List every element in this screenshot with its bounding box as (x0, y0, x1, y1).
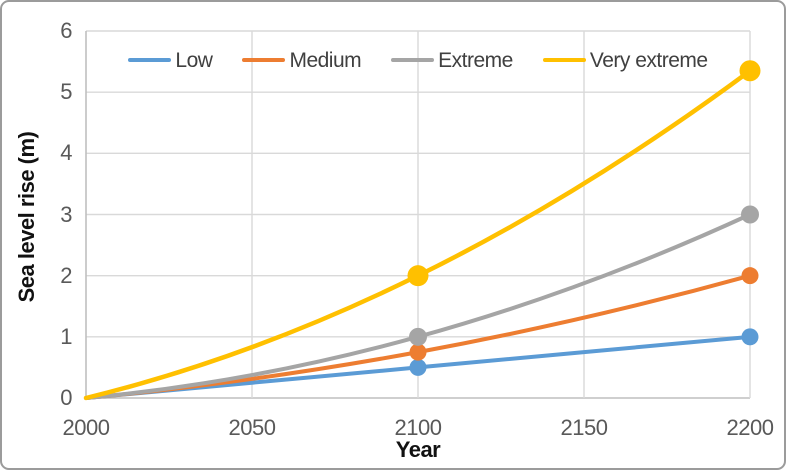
y-tick-label-6: 6 (60, 18, 72, 43)
x-tick-label-2150: 2150 (560, 415, 608, 440)
legend-line-swatch (242, 58, 286, 62)
legend-line-swatch (391, 58, 435, 62)
chart-legend: Low Medium Extreme Very extreme (86, 46, 750, 74)
legend-label: Extreme (438, 48, 513, 72)
legend-item-medium: Medium (242, 48, 362, 72)
legend-item-very-extreme: Very extreme (542, 48, 708, 72)
legend-line-swatch (128, 58, 172, 62)
data-point-marker-very-extreme-2200 (739, 60, 761, 82)
data-point-marker-low-2100 (409, 358, 427, 376)
y-tick-label-3: 3 (60, 201, 72, 227)
y-tick-label-5: 5 (60, 79, 72, 105)
y-axis-title: Sea level rise (m) (14, 131, 39, 303)
data-point-marker-low-2200 (741, 328, 759, 346)
legend-item-low: Low (128, 48, 213, 72)
y-tick-label-1: 1 (60, 323, 72, 349)
data-point-marker-medium-2200 (741, 267, 759, 285)
legend-item-extreme: Extreme (391, 50, 513, 71)
legend-label: Low (175, 48, 213, 72)
data-point-marker-extreme-2200 (741, 205, 759, 224)
data-point-marker-medium-2100 (409, 343, 427, 361)
x-axis-title: Year (395, 437, 441, 462)
y-tick-label-4: 4 (60, 140, 72, 166)
x-tick-label-2100: 2100 (394, 415, 442, 440)
legend-label: Very extreme (589, 48, 708, 72)
y-tick-label-2: 2 (60, 262, 72, 288)
x-tick-label-2050: 2050 (228, 415, 276, 440)
legend-label: Medium (289, 48, 362, 72)
legend-line-swatch (542, 58, 586, 62)
data-point-marker-extreme-2100 (409, 327, 427, 346)
x-tick-label-2200: 2200 (726, 415, 774, 440)
y-tick-label-0: 0 (60, 385, 72, 410)
x-tick-label-2000: 2000 (62, 415, 110, 440)
data-point-marker-very-extreme-2100 (407, 265, 429, 287)
